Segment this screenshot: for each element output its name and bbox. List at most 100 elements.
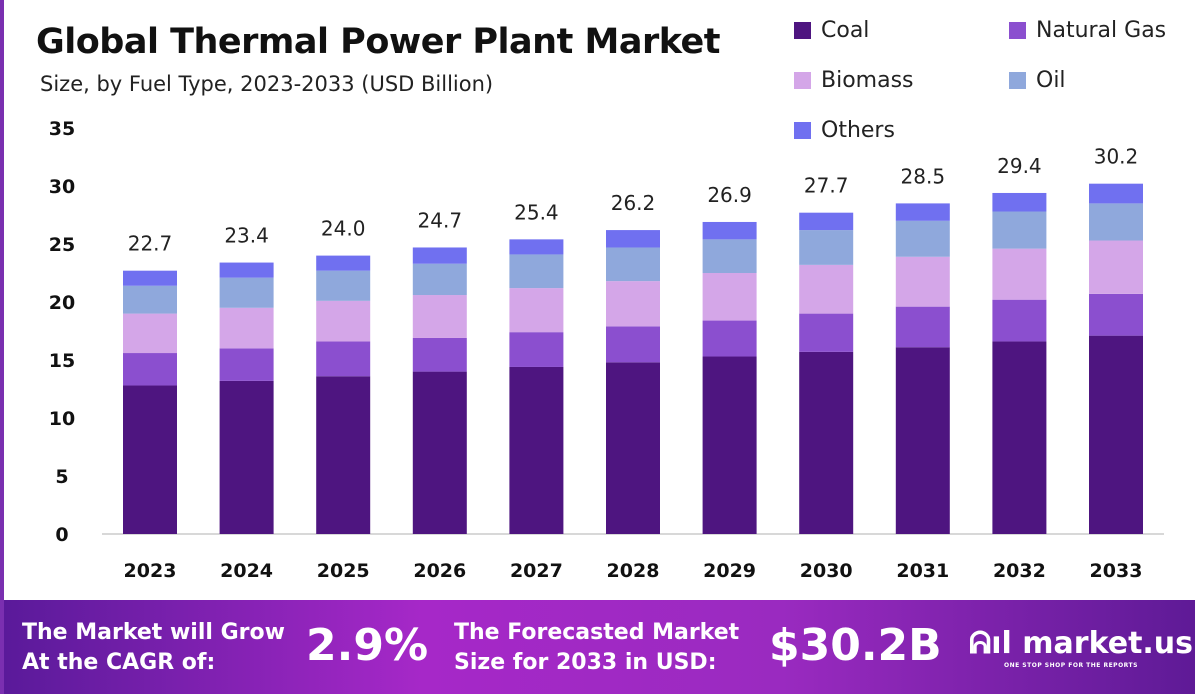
x-tick-label: 2033 xyxy=(1090,560,1143,582)
total-label: 23.4 xyxy=(224,224,269,248)
bar-segment-oil xyxy=(1089,203,1143,241)
bar-segment-coal xyxy=(316,376,371,534)
bar-segment-others xyxy=(123,270,177,286)
bar-segment-oil xyxy=(219,277,274,308)
bar-segment-biomass xyxy=(412,295,467,338)
bar-segment-natural-gas xyxy=(316,341,371,377)
forecast-value: $30.2B xyxy=(769,620,942,671)
legend-item: Oil xyxy=(1009,68,1066,93)
bar-segment-natural-gas xyxy=(702,320,757,357)
legend-label: Natural Gas xyxy=(1036,18,1167,43)
bar-segment-natural-gas xyxy=(219,348,274,381)
legend-label: Coal xyxy=(821,18,870,43)
bar-segment-biomass xyxy=(606,281,660,327)
bar-segment-coal xyxy=(509,366,564,534)
forecast-label-line1: The Forecasted Market xyxy=(454,620,740,645)
bar-segment-others xyxy=(992,192,1047,212)
bar-segment-coal xyxy=(219,380,274,534)
total-label: 25.4 xyxy=(514,200,559,224)
legend-swatch xyxy=(1009,22,1026,39)
cagr-value: 2.9% xyxy=(306,620,429,671)
legend-item: Natural Gas xyxy=(1009,18,1166,43)
bar-segment-others xyxy=(1089,183,1143,204)
legend-swatch xyxy=(794,122,811,139)
forecast-label-line2: Size for 2033 in USD: xyxy=(454,650,717,675)
total-label: 22.7 xyxy=(128,232,173,256)
bar-segment-coal xyxy=(123,385,177,534)
x-tick-label: 2032 xyxy=(993,560,1046,582)
bar-segment-biomass xyxy=(219,307,274,349)
y-tick-label: 25 xyxy=(49,234,75,256)
legend-label: Others xyxy=(821,118,895,143)
legend-item: Coal xyxy=(794,18,869,43)
legend-swatch xyxy=(794,72,811,89)
bar-segment-natural-gas xyxy=(1089,293,1143,336)
bar-segment-others xyxy=(895,203,950,221)
bar-segment-biomass xyxy=(895,256,950,307)
y-tick-label: 10 xyxy=(49,408,75,430)
forecast-label: The Forecasted Market Size for 2033 in U… xyxy=(454,618,739,678)
bar-segment-others xyxy=(799,212,854,231)
y-tick-label: 35 xyxy=(49,118,75,140)
bar-segment-biomass xyxy=(316,300,371,342)
bar-segment-coal xyxy=(606,362,660,534)
bar-segment-biomass xyxy=(702,273,757,321)
bar-segment-oil xyxy=(799,230,854,265)
bar-segment-oil xyxy=(316,270,371,301)
bar-segment-oil xyxy=(992,211,1047,249)
cagr-label: The Market will Grow At the CAGR of: xyxy=(22,618,285,678)
y-tick-label: 5 xyxy=(55,466,68,488)
legend-label: Oil xyxy=(1036,68,1066,93)
bar-segment-others xyxy=(219,262,274,278)
bar-segment-coal xyxy=(1089,335,1143,534)
bar-segment-natural-gas xyxy=(123,353,177,386)
bar-segment-others xyxy=(606,230,660,248)
bar-segment-biomass xyxy=(509,288,564,333)
bar-segment-biomass xyxy=(799,264,854,314)
cagr-label-line2: At the CAGR of: xyxy=(22,650,216,675)
logo-tagline: ONE STOP SHOP FOR THE REPORTS xyxy=(1004,662,1138,669)
bar-segment-coal xyxy=(412,371,467,534)
bar-segment-natural-gas xyxy=(992,299,1047,342)
x-tick-label: 2026 xyxy=(413,560,466,582)
bar-segment-oil xyxy=(895,220,950,257)
legend-swatch xyxy=(1009,72,1026,89)
bar-segment-biomass xyxy=(1089,240,1143,294)
bar-segment-oil xyxy=(509,254,564,289)
x-tick-label: 2023 xyxy=(124,560,177,582)
bar-segment-others xyxy=(702,221,757,240)
bar-segment-coal xyxy=(799,351,854,534)
chart-title: Global Thermal Power Plant Market xyxy=(36,22,721,62)
bar-segment-oil xyxy=(606,247,660,282)
x-tick-label: 2027 xyxy=(510,560,563,582)
logo-icon: ᕱıl xyxy=(969,626,1023,661)
total-label: 24.0 xyxy=(321,217,366,241)
x-tick-label: 2030 xyxy=(800,560,853,582)
y-tick-label: 0 xyxy=(55,524,68,546)
x-tick-label: 2025 xyxy=(317,560,370,582)
bar-segment-natural-gas xyxy=(895,306,950,348)
bar-segment-oil xyxy=(702,239,757,273)
bar-segment-biomass xyxy=(992,248,1047,300)
bar-segment-natural-gas xyxy=(606,326,660,363)
x-tick-label: 2029 xyxy=(703,560,756,582)
logo-text: market.us xyxy=(1022,626,1194,661)
bar-segment-others xyxy=(412,247,467,264)
total-label: 26.9 xyxy=(707,183,752,207)
bar-segment-biomass xyxy=(123,313,177,354)
total-label: 30.2 xyxy=(1094,145,1139,169)
bar-segment-coal xyxy=(992,341,1047,534)
legend-item: Biomass xyxy=(794,68,914,93)
bar-segment-natural-gas xyxy=(799,313,854,352)
bar-segment-natural-gas xyxy=(412,337,467,372)
bar-segment-oil xyxy=(123,285,177,314)
legend-swatch xyxy=(794,22,811,39)
bar-segment-others xyxy=(316,255,371,271)
total-label: 27.7 xyxy=(804,174,849,198)
total-label: 26.2 xyxy=(611,191,656,215)
total-label: 29.4 xyxy=(997,154,1042,178)
logo: ᕱıl market.us xyxy=(969,626,1193,661)
x-tick-label: 2031 xyxy=(896,560,949,582)
bar-chart: 0510152025303522.7202323.4202424.0202524… xyxy=(49,118,1164,582)
